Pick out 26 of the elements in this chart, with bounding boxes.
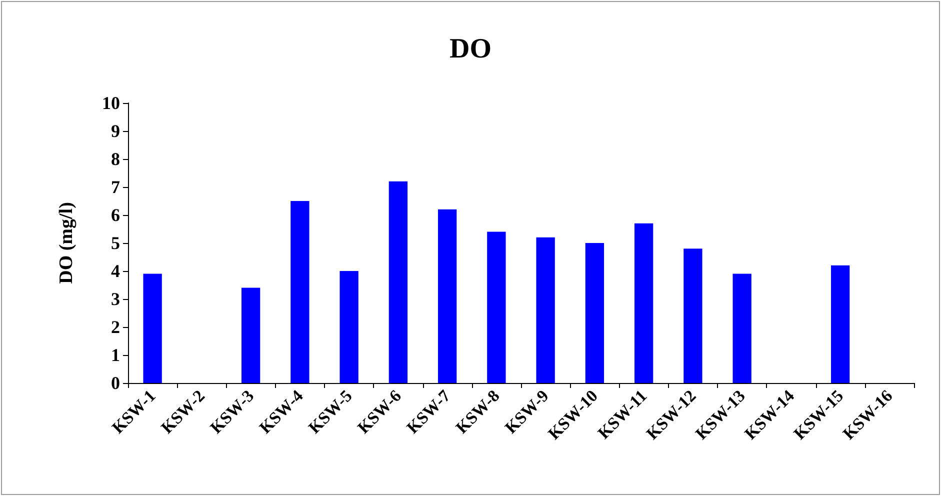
y-tick-label: 10: [102, 93, 120, 113]
bar: [830, 265, 850, 383]
y-axis-title: DO (mg/l): [56, 202, 77, 284]
y-tick-label: 3: [111, 289, 120, 309]
bar: [290, 201, 310, 383]
bar: [487, 232, 506, 383]
y-tick-label: 6: [111, 205, 120, 225]
bar: [684, 248, 702, 383]
bar: [732, 274, 752, 383]
y-tick-label: 7: [111, 177, 120, 197]
bar: [536, 237, 555, 383]
bar: [438, 209, 457, 383]
y-tick-label: 4: [111, 261, 120, 281]
y-tick-label: 1: [111, 345, 120, 365]
bar: [241, 288, 260, 383]
y-tick-label: 8: [111, 149, 120, 169]
y-tick-label: 5: [111, 233, 120, 253]
bar: [585, 243, 604, 383]
y-tick-label: 9: [111, 121, 120, 141]
y-tick-label: 2: [111, 317, 120, 337]
chart-title: DO: [450, 34, 492, 64]
bar: [388, 181, 408, 383]
bar: [143, 274, 162, 383]
bar: [340, 271, 358, 383]
y-tick-label: 0: [111, 373, 120, 393]
bar: [634, 223, 654, 383]
